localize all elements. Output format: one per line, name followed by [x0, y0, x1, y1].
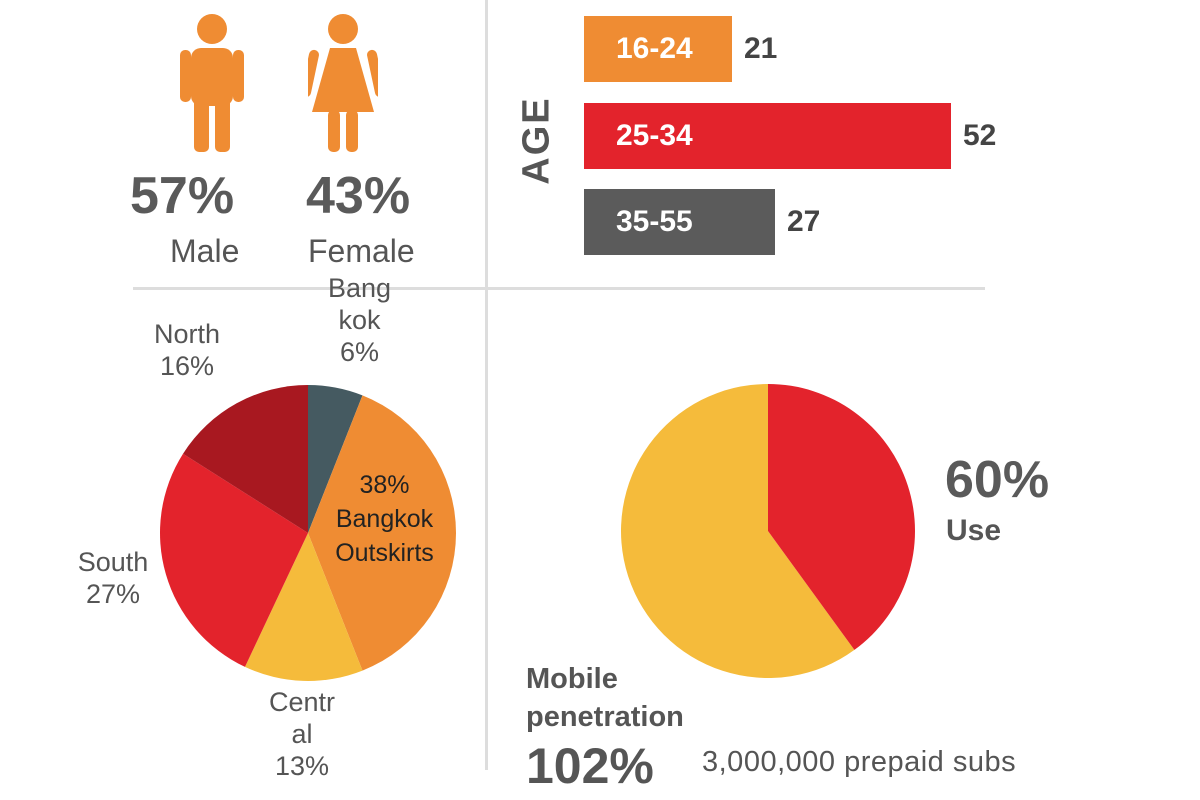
mobile-label-line1: Mobile: [526, 663, 618, 695]
pie-slice-bangkok: [308, 385, 363, 533]
pie-slice-north: [183, 385, 308, 533]
age-bar-value: 27: [787, 205, 821, 238]
female-figure-icon: [308, 14, 378, 152]
age-bar-value: 52: [963, 119, 997, 152]
age-bar-label: 16-24: [616, 32, 693, 65]
male-figure-icon: [180, 14, 244, 152]
mobile-penetration-label: Mobile penetration: [526, 660, 684, 736]
age-bar-35-55: 35-55: [584, 189, 775, 255]
pie-label-outskirts-line3: Outskirts: [335, 539, 434, 567]
age-bar-value: 21: [744, 32, 778, 65]
pie-label-outskirts-line1: 38%: [359, 471, 410, 499]
pie-label-central: Centr al 13%: [247, 686, 357, 782]
pie-label-bangkok-line2: kok: [338, 305, 381, 335]
male-label: Male: [170, 233, 240, 269]
pie-slice-central: [244, 533, 363, 682]
age-bar-16-24: 16-24: [584, 16, 732, 82]
pie-label-south-line1: South: [77, 547, 149, 577]
pie-label-central-line1: Centr: [268, 687, 336, 717]
age-bar-label: 35-55: [616, 205, 693, 238]
use-label: Use: [946, 514, 1002, 547]
pie-slice-other: [768, 384, 916, 650]
pie-label-central-line2: al: [291, 719, 313, 749]
pie-slice-use: [621, 384, 855, 678]
pie-label-bangkok: Bang kok 6%: [312, 272, 407, 368]
pie-label-outskirts: 38% Bangkok Outskirts: [312, 468, 457, 570]
age-bar-25-34: 25-34: [584, 103, 951, 169]
horizontal-divider: [133, 287, 985, 290]
pie-label-bangkok-line3: 6%: [339, 337, 380, 367]
pie-slice-bangkok-outskirts: [308, 395, 457, 671]
pie-label-north-line1: North: [153, 319, 221, 349]
pie-slice-south: [160, 453, 308, 667]
female-percent: 43%: [306, 167, 411, 225]
male-percent: 57%: [130, 167, 235, 225]
pie-label-north-line2: 16%: [159, 351, 215, 381]
vertical-divider: [485, 0, 488, 770]
pie-label-south: South 27%: [58, 546, 168, 610]
pie-label-central-line3: 13%: [274, 751, 330, 781]
pie-label-south-line2: 27%: [85, 579, 141, 609]
pie-label-north: North 16%: [132, 318, 242, 382]
mobile-label-line2: penetration: [526, 701, 684, 733]
pie-label-outskirts-line2: Bangkok: [335, 505, 434, 533]
pie-label-bangkok-line1: Bang: [327, 273, 392, 303]
prepaid-subs-text: 3,000,000 prepaid subs: [702, 746, 1017, 778]
use-percent: 60%: [945, 451, 1050, 509]
mobile-penetration-percent: 102%: [526, 738, 654, 794]
age-bar-label: 25-34: [616, 119, 693, 152]
female-label: Female: [308, 233, 415, 269]
